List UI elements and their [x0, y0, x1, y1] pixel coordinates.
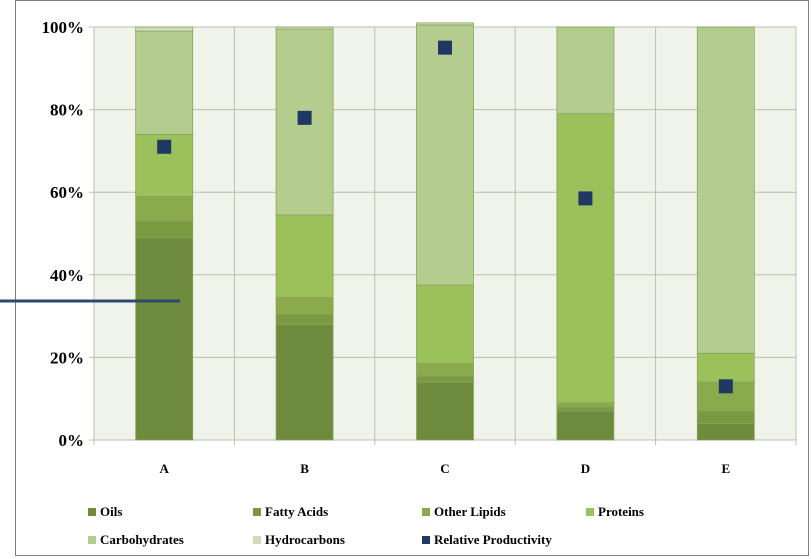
- bar-segment-oils-a: [135, 237, 194, 441]
- y-tick-label: 60%: [50, 183, 84, 202]
- bar-segment-hydrocarbons-b: [275, 26, 334, 30]
- x-category-label: A: [160, 461, 170, 476]
- productivity-marker-d: [578, 191, 593, 206]
- bar-segment-oils-d: [556, 410, 615, 441]
- productivity-markers: [157, 40, 733, 394]
- bar-segment-fatty-acids-c: [416, 375, 474, 383]
- bar-segment-other-lipids-a: [135, 195, 194, 222]
- y-tick-label: 100%: [42, 18, 85, 37]
- bar-segment-carbohydrates-a: [135, 30, 194, 135]
- bar-segment-fatty-acids-d: [556, 406, 615, 412]
- bar-segment-fatty-acids-e: [696, 410, 755, 424]
- bar-segment-other-lipids-d: [556, 402, 615, 408]
- bar-segment-fatty-acids-b: [275, 313, 334, 325]
- x-category-label: D: [581, 461, 590, 476]
- bars: [135, 22, 755, 441]
- bar-segment-carbohydrates-d: [556, 26, 615, 115]
- x-category-label: C: [440, 461, 449, 476]
- bar-segment-other-lipids-b: [275, 297, 334, 315]
- x-category-label: B: [300, 461, 309, 476]
- bar-segment-fatty-acids-a: [135, 220, 194, 239]
- y-axis-ticks: 0% 20% 40% 60% 80% 100%: [42, 18, 85, 450]
- productivity-marker-a: [157, 139, 172, 154]
- productivity-marker-b: [297, 110, 312, 125]
- productivity-marker-e: [718, 379, 733, 394]
- bar-segment-carbohydrates-c: [416, 24, 474, 286]
- productivity-marker-c: [438, 40, 452, 55]
- y-tick-label: 0%: [59, 431, 85, 450]
- bar-segment-other-lipids-c: [416, 363, 474, 377]
- bar-segment-hydrocarbons-a: [135, 26, 194, 32]
- bar-segment-proteins-c: [416, 284, 474, 364]
- bar-segment-oils-b: [275, 323, 334, 441]
- bar-segment-oils-c: [416, 381, 474, 441]
- x-category-label: E: [721, 461, 730, 476]
- bar-segment-oils-e: [696, 423, 755, 441]
- y-tick-label: 80%: [50, 101, 84, 120]
- bar-segment-hydrocarbons-c: [416, 22, 474, 26]
- y-tick-label: 20%: [50, 348, 84, 367]
- bar-segment-proteins-b: [275, 214, 334, 298]
- bar-segment-proteins-e: [696, 352, 755, 383]
- x-axis-categories: A B C D E: [160, 461, 731, 476]
- bar-segment-carbohydrates-e: [696, 26, 755, 354]
- y-tick-label: 40%: [50, 266, 84, 285]
- bar-segment-proteins-d: [556, 113, 615, 404]
